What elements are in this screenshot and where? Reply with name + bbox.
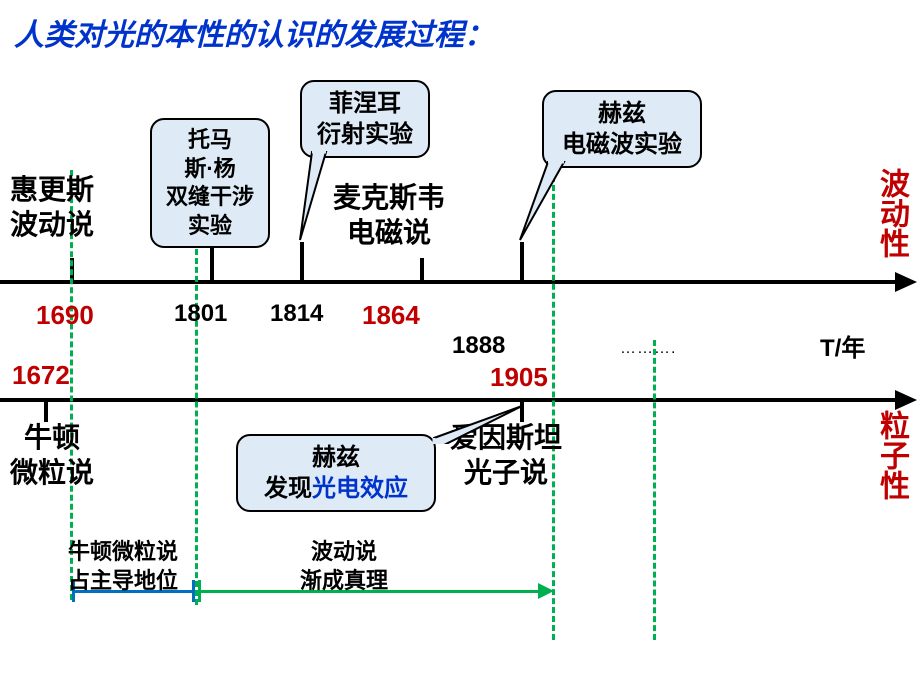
- tick: [44, 398, 48, 422]
- text: 麦克斯韦: [333, 182, 445, 213]
- text: 发现: [264, 475, 312, 502]
- text: 波动说: [311, 539, 377, 564]
- wave-nature-label: 波动性: [875, 168, 908, 258]
- text: 赫兹: [312, 444, 360, 471]
- period-end: [198, 580, 201, 602]
- dashed-line: [653, 340, 656, 640]
- text: 惠更斯: [10, 174, 94, 205]
- dashed-line: [195, 240, 198, 605]
- text: 赫兹: [598, 100, 646, 127]
- text: 托马: [188, 127, 232, 152]
- axis-bottom-arrow: [895, 390, 917, 410]
- callout-hertz-em: 赫兹 电磁波实验: [542, 90, 702, 168]
- callout-hertz-pe: 赫兹 发现光电效应: [236, 434, 436, 512]
- year-1814: 1814: [270, 300, 323, 328]
- callout-fresnel-tail: [296, 150, 336, 250]
- period-newton-label: 牛顿微粒说 占主导地位: [68, 538, 178, 595]
- text: 电磁波实验: [562, 131, 682, 158]
- callout-fresnel: 菲涅耳 衍射实验: [300, 80, 430, 158]
- ellipsis: ……….: [620, 340, 676, 358]
- callout-young: 托马 斯·杨 双缝干涉 实验: [150, 118, 270, 248]
- text: 菲涅耳: [329, 90, 401, 117]
- tick: [420, 258, 424, 282]
- year-1905: 1905: [490, 362, 548, 393]
- period-wave-arrow: [538, 583, 554, 599]
- newton-label: 牛顿 微粒说: [10, 420, 94, 490]
- text: 实验: [188, 213, 232, 238]
- callout-hertz-pe-tail: [428, 404, 528, 444]
- period-wave-label: 波动说 渐成真理: [300, 538, 388, 595]
- year-1864: 1864: [362, 300, 420, 331]
- text: 波动说: [10, 209, 94, 240]
- year-1690: 1690: [36, 300, 94, 331]
- text: 渐成真理: [300, 568, 388, 593]
- axis-top-arrow: [895, 272, 917, 292]
- text: 占主导地位: [68, 568, 178, 593]
- year-1888: 1888: [452, 332, 505, 360]
- axis-bottom: [0, 398, 895, 402]
- huygens-label: 惠更斯 波动说: [10, 172, 94, 242]
- year-1672: 1672: [12, 360, 70, 391]
- particle-nature-label: 粒子性: [875, 410, 908, 500]
- text: 光子说: [464, 457, 548, 488]
- period-end: [192, 580, 195, 602]
- text: 双缝干涉: [166, 184, 254, 209]
- callout-hertz-em-tail: [516, 160, 576, 250]
- maxwell-label: 麦克斯韦 电磁说: [333, 180, 445, 250]
- text: 牛顿微粒说: [68, 539, 178, 564]
- axis-unit: T/年: [820, 334, 865, 364]
- page-title: 人类对光的本性的认识的发展过程：: [14, 10, 494, 54]
- text: 斯·杨: [184, 156, 235, 181]
- year-1801: 1801: [174, 300, 227, 328]
- text: 光电效应: [312, 475, 408, 502]
- axis-top: [0, 280, 895, 284]
- text: 衍射实验: [317, 121, 413, 148]
- text: 牛顿: [24, 422, 80, 453]
- text: 微粒说: [10, 457, 94, 488]
- text: 电磁说: [347, 217, 431, 248]
